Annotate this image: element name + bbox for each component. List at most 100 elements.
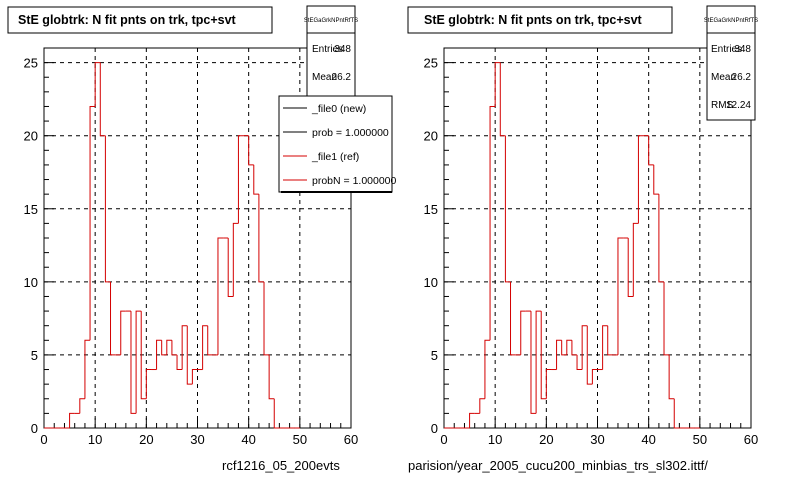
histogram-bin: [530, 311, 537, 414]
histogram-bin: [586, 325, 593, 385]
stats-rms-value-right: 12.24: [726, 100, 751, 111]
footer-right: parision/year_2005_cucu200_minbias_trs_s…: [408, 458, 708, 473]
x-tick-label: 0: [40, 432, 47, 447]
histogram-bin: [535, 310, 542, 414]
axis-ticks-right: 0 10 20 30 40 50 60 0 5 10 15 20 25: [424, 56, 759, 447]
stats-rms-label-right: RMS: [711, 100, 734, 111]
x-tick-label: 40: [641, 432, 655, 447]
x-tick-label: 0: [440, 432, 447, 447]
histogram-bin: [191, 369, 198, 385]
histogram-bin: [561, 340, 567, 356]
histogram-bin: [156, 339, 162, 370]
x-tick-label: 20: [539, 432, 553, 447]
stats-mean-label-left: Mean: [312, 72, 337, 83]
x-tick-label: 50: [293, 432, 307, 447]
stats-box-left: StEGaGrkNPntRfTS Entries 348 Mean 26.2: [304, 5, 358, 102]
histogram-bin: [494, 62, 501, 107]
histogram-bin: [607, 325, 613, 356]
histogram-bin: [556, 339, 562, 370]
legend-entry: prob = 1.000000: [283, 127, 389, 139]
histogram-left: [44, 62, 300, 429]
histogram-bin: [663, 281, 670, 356]
legend-entry: probN = 1.000000: [283, 175, 397, 187]
y-tick-label: 15: [424, 202, 438, 217]
histogram-bin: [237, 135, 244, 224]
grid-left: [44, 48, 351, 428]
histogram-bin: [166, 339, 172, 355]
legend-label: prob = 1.000000: [312, 127, 389, 139]
legend-box: [278, 95, 393, 193]
histogram-bin: [248, 135, 254, 166]
stats-entries-value-left: 348: [334, 44, 351, 55]
histogram-bin: [571, 340, 578, 356]
histogram-bin: [504, 135, 511, 283]
histogram-bin: [632, 222, 639, 297]
y-tick-label: 0: [431, 421, 438, 436]
y-tick-label: 10: [24, 275, 38, 290]
left-pad: 0 10 20 30 40 50 60 0 5 10 15 20 25 StE globtrk: N f…: [7, 5, 397, 473]
histogram-bin: [602, 325, 608, 370]
legend-label: probN = 1.000000: [312, 175, 397, 187]
legend-label: _file0 (new): [311, 103, 366, 115]
histogram-right: [444, 62, 700, 429]
x-tick-label: 40: [241, 432, 255, 447]
histogram-bin: [171, 340, 178, 356]
histogram-bin: [648, 135, 654, 166]
y-tick-label: 5: [431, 348, 438, 363]
stats-box-right: StEGaGrkNPntRfTS Entries 348 Mean 26.2 R…: [704, 5, 758, 121]
histogram-bin: [499, 62, 506, 137]
legend-left: _file0 (new) prob = 1.000000 _file1 (ref) p…: [278, 95, 397, 193]
histogram-bin: [161, 340, 167, 356]
histogram-bin: [540, 311, 547, 400]
y-tick-label: 10: [424, 275, 438, 290]
histogram-bin: [140, 311, 147, 400]
y-tick-label: 20: [24, 129, 38, 144]
histogram-bin: [489, 105, 496, 341]
x-tick-label: 50: [693, 432, 707, 447]
histogram-bin: [89, 105, 96, 341]
legend-entry: _file0 (new): [283, 103, 366, 115]
axis-ticks-left: 0 10 20 30 40 50 60 0 5 10 15 20 25: [24, 56, 359, 447]
histogram-bin: [268, 354, 275, 400]
footer-left: rcf1216_05_200evts: [222, 458, 340, 473]
stats-mean-value-left: 26.2: [332, 72, 352, 83]
histogram-bin: [176, 354, 183, 371]
right-pad: 0 10 20 30 40 50 60 0 5 10 15 20 25 StE globtrk: N f…: [407, 5, 759, 473]
x-tick-label: 60: [744, 432, 758, 447]
x-tick-label: 10: [88, 432, 102, 447]
histogram-bin: [627, 238, 634, 297]
histogram-bin: [217, 237, 224, 355]
legend-entry: _file1 (ref): [283, 151, 359, 163]
histogram-bin: [673, 398, 680, 429]
histogram-bin: [576, 354, 583, 371]
histogram-bin: [232, 222, 239, 297]
histogram-bin: [263, 281, 270, 356]
histogram-bin: [510, 281, 516, 356]
histogram-bin: [120, 310, 126, 355]
x-tick-label: 60: [344, 432, 358, 447]
stats-mean-value-right: 26.2: [732, 72, 752, 83]
histogram-bin: [566, 339, 572, 355]
histogram-bin: [617, 237, 624, 355]
histogram-bin: [130, 311, 137, 414]
histogram-bin: [479, 398, 485, 414]
chart-title-left: StE globtrk: N fit pnts on trk, tpc+svt: [18, 13, 237, 27]
y-tick-label: 5: [31, 348, 38, 363]
histogram-bin: [668, 354, 675, 400]
histogram-bin: [581, 325, 588, 370]
histogram-bin: [181, 325, 188, 370]
x-tick-label: 30: [190, 432, 204, 447]
stats-name-right: StEGaGrkNPntRfTS: [704, 18, 758, 24]
title-box-right: [407, 6, 673, 34]
histogram-bin: [258, 194, 265, 283]
histogram-bin: [653, 164, 659, 195]
histogram-bin: [484, 339, 491, 399]
legend-label: _file1 (ref): [311, 151, 359, 163]
histogram-bin: [207, 325, 213, 356]
x-tick-label: 30: [590, 432, 604, 447]
histogram-bin: [227, 238, 234, 297]
histogram-bin: [520, 310, 526, 355]
y-tick-label: 25: [424, 56, 438, 71]
histogram-bin: [79, 398, 85, 414]
